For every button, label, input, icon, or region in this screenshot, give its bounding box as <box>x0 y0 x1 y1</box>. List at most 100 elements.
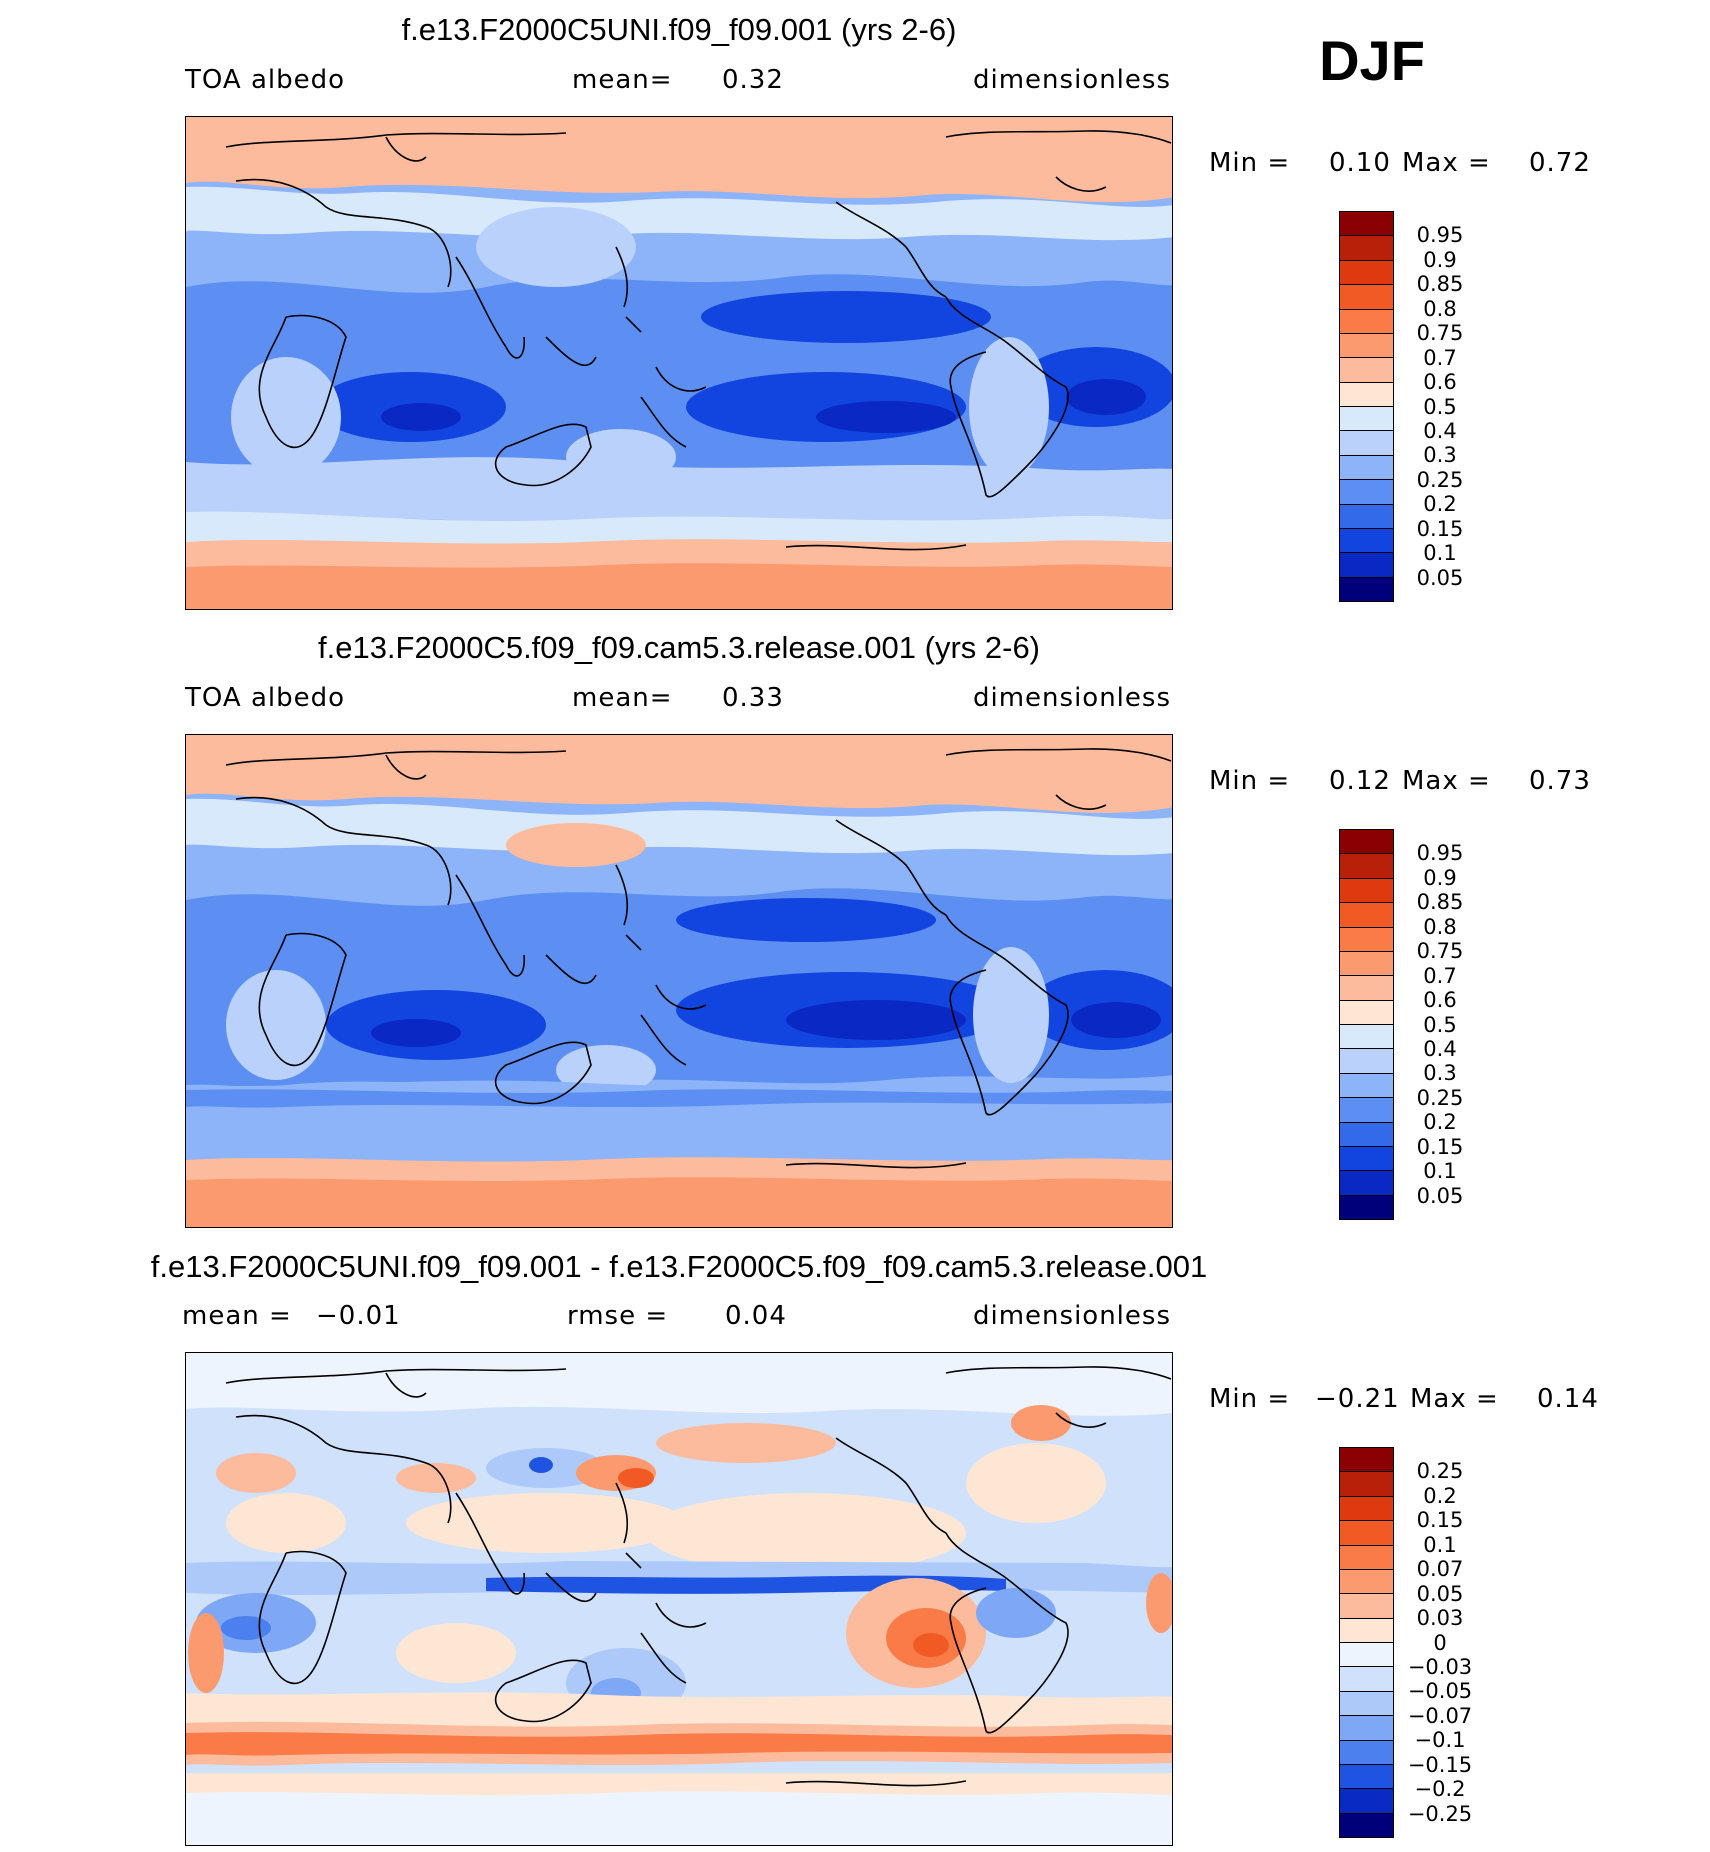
panel2-variable-label: TOA albedo <box>185 683 346 713</box>
panel3-colorbar-swatch <box>1340 1448 1393 1473</box>
panel2-colorbar-swatch <box>1340 1171 1393 1196</box>
panel1-max-value: 0.72 <box>1529 148 1591 178</box>
panel3-colorbar-swatch <box>1340 1496 1393 1522</box>
panel1-colorbar-tick-label: 0.1 <box>1423 541 1457 566</box>
panel2-colorbar-swatch <box>1340 1000 1393 1025</box>
panel1-colorbar-tick-label: 0.05 <box>1416 565 1464 590</box>
panel2-colorbar-tick-label: 0.6 <box>1423 988 1457 1013</box>
panel2-colorbar-swatch <box>1340 1049 1393 1074</box>
panel2-units-label: dimensionless <box>973 683 1171 713</box>
panel3-colorbar-tick-label: −0.25 <box>1407 1801 1473 1826</box>
panel1-colorbar-swatch <box>1340 285 1393 310</box>
panel3-colorbar-swatch <box>1340 1521 1393 1546</box>
panel3-mean-value: −0.01 <box>316 1301 401 1331</box>
panel2-colorbar-tick-label: 0.25 <box>1416 1085 1464 1110</box>
panel2-mean-label: mean= <box>572 683 673 713</box>
panel2-max-value: 0.73 <box>1529 766 1591 796</box>
panel1-colorbar-swatch <box>1340 333 1393 359</box>
panel2-colorbar-tick-label: 0.7 <box>1423 963 1457 988</box>
panel1-min-label: Min = <box>1209 148 1291 178</box>
panel2-max-label: Max = <box>1402 766 1491 796</box>
panel1-map <box>185 116 1173 610</box>
panel3-colorbar <box>1339 1447 1394 1838</box>
panel2-colorbar-swatch <box>1340 1098 1393 1123</box>
panel1-colorbar-swatch <box>1340 480 1393 505</box>
panel3-colorbar-tick-label: −0.15 <box>1407 1752 1473 1777</box>
panel3-colorbar-swatch <box>1340 1643 1393 1668</box>
panel2-colorbar <box>1339 829 1394 1220</box>
panel1-title: f.e13.F2000C5UNI.f09_f09.001 (yrs 2-6) <box>401 12 957 47</box>
panel1-colorbar-swatch <box>1340 309 1393 334</box>
panel1-colorbar-tick-label: 0.5 <box>1423 394 1457 419</box>
panel3-colorbar-tick-label: 0.15 <box>1416 1508 1464 1533</box>
panel1-colorbar-tick-label: 0.75 <box>1416 321 1464 346</box>
panel3-colorbar-tick-label: −0.2 <box>1414 1777 1466 1802</box>
panel2-colorbar-swatch <box>1340 878 1393 904</box>
panel3-colorbar-swatch <box>1340 1594 1393 1619</box>
panel3-units-label: dimensionless <box>973 1301 1171 1331</box>
panel3-colorbar-swatch <box>1340 1813 1393 1837</box>
panel1-colorbar-swatch <box>1340 528 1393 554</box>
panel3-colorbar-swatch <box>1340 1691 1393 1717</box>
panel3-rmse-value: 0.04 <box>725 1301 787 1331</box>
panel1-colorbar-tick-label: 0.2 <box>1423 492 1457 517</box>
panel2-colorbar-tick-label: 0.3 <box>1423 1061 1457 1086</box>
panel1-colorbar-tick-label: 0.95 <box>1416 223 1464 248</box>
panel2-colorbar-tick-label: 0.2 <box>1423 1110 1457 1135</box>
panel3-colorbar-swatch <box>1340 1472 1393 1497</box>
panel1-colorbar-swatch <box>1340 358 1393 383</box>
panel2-colorbar-swatch <box>1340 1073 1393 1099</box>
panel3-max-value: 0.14 <box>1537 1384 1599 1414</box>
panel1-colorbar-swatch <box>1340 212 1393 237</box>
panel1-colorbar <box>1339 211 1394 602</box>
panel1-colorbar-tick-label: 0.9 <box>1423 247 1457 272</box>
panel2-colorbar-swatch <box>1340 830 1393 855</box>
panel3-colorbar-swatch <box>1340 1789 1393 1814</box>
panel2-colorbar-tick-label: 0.85 <box>1416 890 1464 915</box>
panel2-min-label: Min = <box>1209 766 1291 796</box>
panel2-title: f.e13.F2000C5.f09_f09.cam5.3.release.001… <box>317 630 1041 665</box>
panel2-colorbar-swatch <box>1340 903 1393 928</box>
panel3-colorbar-swatch <box>1340 1716 1393 1741</box>
panel1-colorbar-swatch <box>1340 260 1393 286</box>
panel3-mean-label: mean = <box>182 1301 292 1331</box>
panel1-colorbar-tick-label: 0.8 <box>1423 296 1457 321</box>
panel2-colorbar-swatch <box>1340 927 1393 952</box>
panel1-colorbar-tick-label: 0.3 <box>1423 443 1457 468</box>
panel2-colorbar-swatch <box>1340 1146 1393 1172</box>
panel3-colorbar-tick-label: −0.05 <box>1407 1679 1473 1704</box>
panel3-colorbar-swatch <box>1340 1545 1393 1570</box>
panel2-colorbar-tick-label: 0.8 <box>1423 914 1457 939</box>
panel2-colorbar-tick-label: 0.4 <box>1423 1036 1457 1061</box>
panel2-min-value: 0.12 <box>1329 766 1391 796</box>
panel1-mean-value: 0.32 <box>722 65 784 95</box>
panel1-colorbar-tick-label: 0.6 <box>1423 370 1457 395</box>
panel3-colorbar-tick-label: 0.05 <box>1416 1581 1464 1606</box>
panel2-colorbar-tick-label: 0.9 <box>1423 865 1457 890</box>
panel1-variable-label: TOA albedo <box>185 65 346 95</box>
panel2-colorbar-swatch <box>1340 1025 1393 1050</box>
panel3-colorbar-tick-label: 0.2 <box>1423 1483 1457 1508</box>
panel1-mean-label: mean= <box>572 65 673 95</box>
panel3-max-label: Max = <box>1410 1384 1499 1414</box>
panel1-colorbar-swatch <box>1340 382 1393 407</box>
panel2-colorbar-tick-label: 0.5 <box>1423 1012 1457 1037</box>
panel1-colorbar-tick-label: 0.25 <box>1416 467 1464 492</box>
panel1-colorbar-tick-label: 0.15 <box>1416 516 1464 541</box>
panel1-units-label: dimensionless <box>973 65 1171 95</box>
panel1-colorbar-swatch <box>1340 236 1393 261</box>
panel3-colorbar-tick-label: 0.1 <box>1423 1532 1457 1557</box>
panel2-colorbar-swatch <box>1340 1195 1393 1219</box>
panel2-colorbar-swatch <box>1340 951 1393 977</box>
panel1-colorbar-tick-label: 0.85 <box>1416 272 1464 297</box>
panel2-colorbar-tick-label: 0.05 <box>1416 1183 1464 1208</box>
panel3-colorbar-swatch <box>1340 1740 1393 1765</box>
panel2-mean-value: 0.33 <box>722 683 784 713</box>
panel3-colorbar-tick-label: 0.07 <box>1416 1557 1464 1582</box>
panel2-colorbar-swatch <box>1340 1122 1393 1147</box>
panel3-map <box>185 1352 1173 1846</box>
panel3-rmse-label: rmse = <box>567 1301 669 1331</box>
panel1-max-label: Max = <box>1402 148 1491 178</box>
season-label: DJF <box>1319 29 1425 92</box>
panel2-colorbar-tick-label: 0.75 <box>1416 939 1464 964</box>
